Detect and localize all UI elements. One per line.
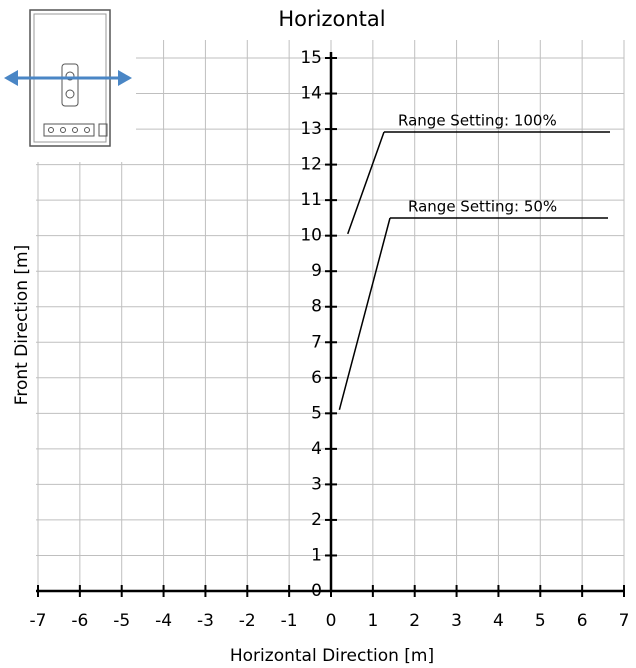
y-tick-label: 10 <box>300 226 322 246</box>
x-tick-label: -6 <box>71 611 88 631</box>
y-tick-label: 12 <box>300 155 322 175</box>
y-tick-label: 2 <box>311 510 322 530</box>
sensor-lens <box>65 89 75 99</box>
device-inset <box>0 0 136 162</box>
x-tick-label: -2 <box>239 611 256 631</box>
annotation: Range Setting: 50% <box>408 198 557 216</box>
y-tick-label: 13 <box>300 119 322 139</box>
button <box>84 127 90 133</box>
x-tick-label: -4 <box>155 611 172 631</box>
y-tick-label: 9 <box>311 261 322 281</box>
x-tick-label: -1 <box>281 611 298 631</box>
x-tick-label: 4 <box>493 611 504 631</box>
arrow-head <box>4 70 18 86</box>
y-tick-label: 6 <box>311 368 322 388</box>
button <box>48 127 54 133</box>
y-tick-label: 3 <box>311 474 322 494</box>
y-tick-label: 1 <box>311 545 322 565</box>
y-tick-label: 7 <box>311 332 322 352</box>
annotation: Range Setting: 100% <box>398 112 557 130</box>
annotation-leader <box>347 131 385 235</box>
device-buttons <box>43 123 95 137</box>
x-tick-label: 2 <box>409 611 420 631</box>
x-tick-label: 1 <box>367 611 378 631</box>
button <box>72 127 78 133</box>
y-axis-label: Front Direction [m] <box>12 245 32 405</box>
y-tick-label: 14 <box>300 84 322 104</box>
y-tick-label: 8 <box>311 297 322 317</box>
x-tick-label: 5 <box>535 611 546 631</box>
x-tick-label: 6 <box>577 611 588 631</box>
x-tick-label: -5 <box>113 611 130 631</box>
y-tick-label: 15 <box>300 48 322 68</box>
x-tick-label: -7 <box>30 611 47 631</box>
y-tick-label: 11 <box>300 190 322 210</box>
device-sensor <box>61 63 79 107</box>
y-tick-label: 5 <box>311 403 322 423</box>
annotation-leader <box>338 217 391 410</box>
x-tick-label: 3 <box>451 611 462 631</box>
x-axis-label: Horizontal Direction [m] <box>230 646 434 666</box>
x-tick-label: 0 <box>326 611 337 631</box>
x-tick-label: -3 <box>197 611 214 631</box>
button <box>60 127 66 133</box>
arrow-head <box>118 70 132 86</box>
chart-title: Horizontal <box>278 7 385 31</box>
y-tick-label: 4 <box>311 439 322 459</box>
sensor-lens <box>65 71 75 81</box>
x-tick-label: 7 <box>619 611 630 631</box>
device-switch <box>98 123 108 137</box>
